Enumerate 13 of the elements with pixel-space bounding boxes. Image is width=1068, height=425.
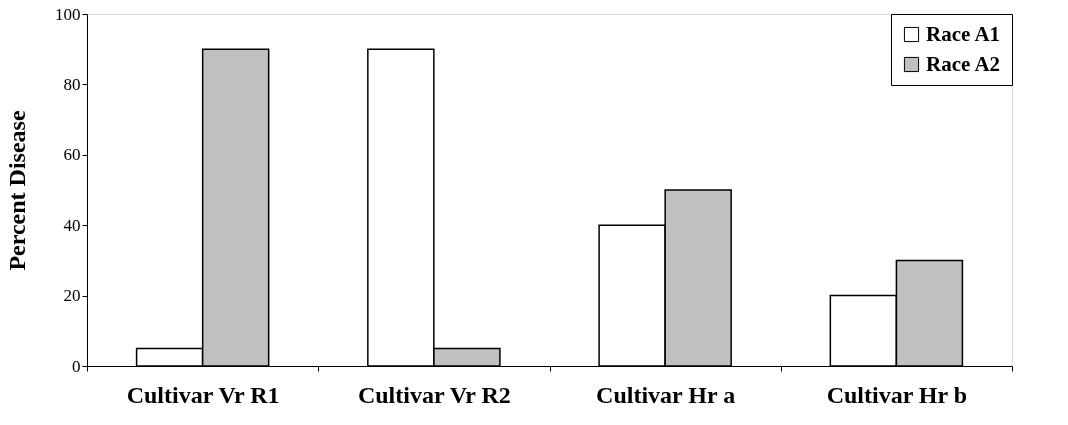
x-tick-label: Cultivar Hr a — [596, 381, 736, 408]
y-tick-label: 60 — [63, 145, 81, 165]
x-tick-label: Cultivar Vr R1 — [126, 381, 280, 408]
y-tick-label: 100 — [55, 4, 81, 24]
y-tick-label: 40 — [63, 215, 81, 235]
legend-label: Race A1 — [926, 21, 1001, 46]
y-tick-label: 20 — [63, 286, 81, 306]
y-tick-label: 80 — [63, 74, 81, 94]
x-tick-label: Cultivar Hr b — [826, 381, 968, 408]
x-tick-label: Cultivar Vr R2 — [357, 381, 511, 408]
legend-label: Race A2 — [926, 51, 1001, 76]
y-axis-title: Percent Disease — [4, 110, 30, 271]
y-tick-label: 0 — [72, 356, 81, 376]
